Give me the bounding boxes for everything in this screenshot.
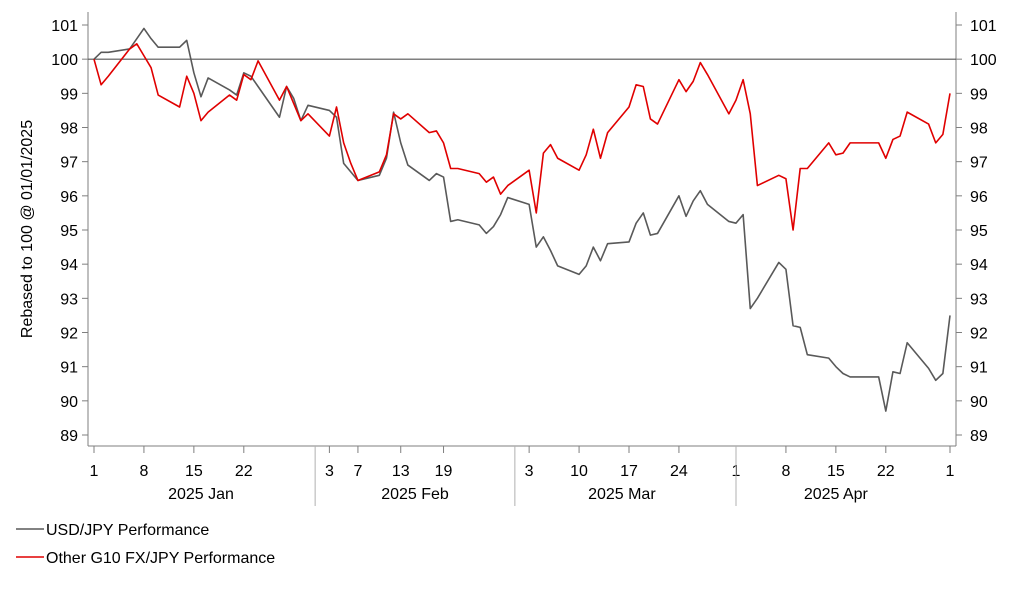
y-tick-label-left: 92 xyxy=(60,326,78,343)
x-month-label: 2025 Feb xyxy=(381,486,449,503)
y-tick-label-right: 91 xyxy=(970,360,988,377)
y-tick-label-right: 99 xyxy=(970,86,988,103)
left-y-ticks: 89 90 91 92 93 94 95 96 97 98 99 100 101 xyxy=(51,18,88,445)
x-tick-label: 22 xyxy=(235,463,253,480)
x-month-label: 2025 Mar xyxy=(588,486,656,503)
x-tick-label: 15 xyxy=(827,463,845,480)
y-tick-label-left: 89 xyxy=(60,428,78,445)
x-tick-label: 10 xyxy=(570,463,588,480)
y-tick-label-right: 95 xyxy=(970,223,988,240)
y-tick-label-left: 95 xyxy=(60,223,78,240)
y-tick-label-left: 91 xyxy=(60,360,78,377)
y-tick-label-left: 94 xyxy=(60,257,78,274)
x-tick-label: 3 xyxy=(525,463,534,480)
x-tick-label: 13 xyxy=(392,463,410,480)
y-tick-label-left: 93 xyxy=(60,291,78,308)
y-tick-label-left: 90 xyxy=(60,394,78,411)
series-line-1 xyxy=(93,42,951,231)
x-tick-label: 19 xyxy=(435,463,453,480)
y-tick-label-right: 89 xyxy=(970,428,988,445)
series-line-0 xyxy=(93,27,951,412)
y-tick-label-right: 100 xyxy=(970,52,997,69)
legend-label: Other G10 FX/JPY Performance xyxy=(46,550,275,567)
y-tick-label-right: 92 xyxy=(970,326,988,343)
x-tick-label: 8 xyxy=(139,463,148,480)
y-tick-label-left: 101 xyxy=(51,18,78,35)
x-month-label: 2025 Apr xyxy=(804,486,869,503)
y-tick-label-left: 97 xyxy=(60,155,78,172)
x-tick-label: 8 xyxy=(781,463,790,480)
x-tick-label: 1 xyxy=(90,463,99,480)
x-tick-label: 7 xyxy=(353,463,362,480)
y-tick-label-right: 98 xyxy=(970,121,988,138)
y-tick-label-right: 101 xyxy=(970,18,997,35)
y-tick-label-left: 100 xyxy=(51,52,78,69)
legend-label: USD/JPY Performance xyxy=(46,522,209,539)
y-axis-label: Rebased to 100 @ 01/01/2025 xyxy=(19,120,36,338)
series-lines xyxy=(93,27,951,412)
y-tick-label-right: 97 xyxy=(970,155,988,172)
x-tick-label: 15 xyxy=(185,463,203,480)
x-tick-label: 3 xyxy=(325,463,334,480)
x-month-label: 2025 Jan xyxy=(168,486,234,503)
y-tick-label-right: 96 xyxy=(970,189,988,206)
x-tick-label: 22 xyxy=(877,463,895,480)
right-y-ticks: 89 90 91 92 93 94 95 96 97 98 99 100 101 xyxy=(956,18,997,445)
y-tick-label-right: 93 xyxy=(970,291,988,308)
x-tick-label: 1 xyxy=(946,463,955,480)
x-tick-label: 17 xyxy=(620,463,638,480)
y-tick-label-right: 94 xyxy=(970,257,988,274)
y-tick-label-left: 98 xyxy=(60,121,78,138)
y-tick-label-left: 96 xyxy=(60,189,78,206)
y-tick-label-left: 99 xyxy=(60,86,78,103)
x-tick-label: 24 xyxy=(670,463,688,480)
legend: USD/JPY Performance Other G10 FX/JPY Perf… xyxy=(16,522,275,567)
y-tick-label-right: 90 xyxy=(970,394,988,411)
